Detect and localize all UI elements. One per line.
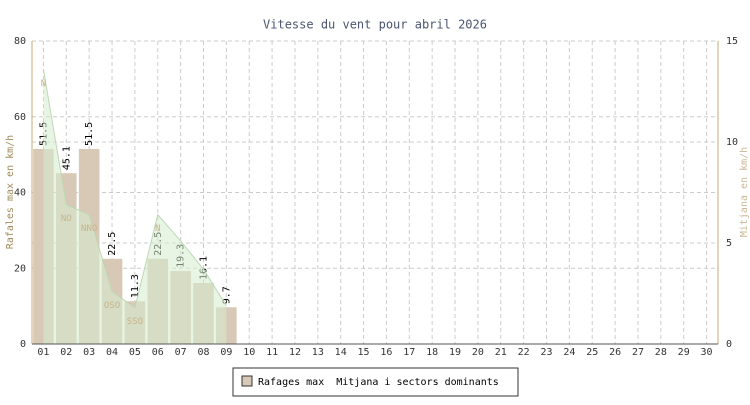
value-label: 9.7 [221, 286, 232, 304]
value-label: 22.5 [107, 232, 118, 256]
sector-label: SSO [127, 317, 143, 327]
legend-swatch [241, 375, 253, 387]
y-tick-label: 60 [14, 112, 26, 123]
x-tick-label: 15 [358, 347, 370, 358]
x-tick-label: 25 [586, 347, 598, 358]
x-tick-label: 18 [426, 347, 438, 358]
y-tick-label: 20 [14, 263, 26, 274]
x-tick-label: 03 [83, 347, 95, 358]
x-tick-label: 29 [678, 347, 690, 358]
x-tick-label: 06 [152, 347, 164, 358]
y2-axis-label: Mitjana en km/h [739, 147, 750, 237]
x-tick-label: 28 [655, 347, 667, 358]
y2-tick-label: 15 [726, 36, 738, 47]
x-tick-label: 09 [220, 347, 232, 358]
x-tick-label: 08 [197, 347, 209, 358]
x-tick-label: 14 [335, 347, 347, 358]
x-tick-label: 19 [449, 347, 461, 358]
y-axis-label: Rafales max en km/h [5, 135, 16, 249]
x-tick-label: 07 [175, 347, 187, 358]
x-tick-label: 22 [518, 347, 530, 358]
y-tick-label: 0 [20, 339, 26, 350]
x-tick-label: 02 [60, 347, 72, 358]
x-tick-label: 24 [563, 347, 575, 358]
x-tick-label: 21 [495, 347, 507, 358]
y-tick-label: 80 [14, 36, 26, 47]
sector-label: OSO [104, 301, 120, 311]
x-tick-label: 17 [403, 347, 415, 358]
x-tick-label: 23 [540, 347, 552, 358]
value-label: 51.5 [84, 122, 95, 146]
area-fill [43, 69, 227, 344]
sector-label: N [41, 79, 46, 89]
x-tick-label: 10 [243, 347, 255, 358]
x-tick-label: 26 [609, 347, 621, 358]
legend-label: Rafages max [258, 377, 324, 388]
x-tick-label: 20 [472, 347, 484, 358]
chart-title: Vitesse du vent pour abril 2026 [263, 18, 487, 32]
y2-tick-label: 5 [726, 238, 732, 249]
x-tick-label: 30 [701, 347, 713, 358]
legend-box [232, 367, 519, 397]
x-tick-label: 04 [106, 347, 118, 358]
legend-label: Mitjana i sectors dominants [336, 377, 499, 388]
y2-tick-label: 10 [726, 137, 738, 148]
x-tick-label: 13 [312, 347, 324, 358]
x-tick-label: 01 [37, 347, 49, 358]
x-tick-label: 11 [266, 347, 278, 358]
value-label: 16.1 [199, 256, 210, 280]
x-tick-label: 12 [289, 347, 301, 358]
value-label: 45.1 [61, 146, 72, 170]
sector-label: N [155, 224, 160, 234]
sector-label: NNO [81, 224, 97, 234]
y-tick-label: 40 [14, 188, 26, 199]
x-tick-label: 05 [129, 347, 141, 358]
sector-label: NO [61, 214, 72, 224]
x-tick-label: 27 [632, 347, 644, 358]
x-tick-label: 16 [380, 347, 392, 358]
value-label: 11.3 [130, 274, 141, 298]
area-line [42, 69, 227, 309]
y2-tick-label: 0 [726, 339, 732, 350]
